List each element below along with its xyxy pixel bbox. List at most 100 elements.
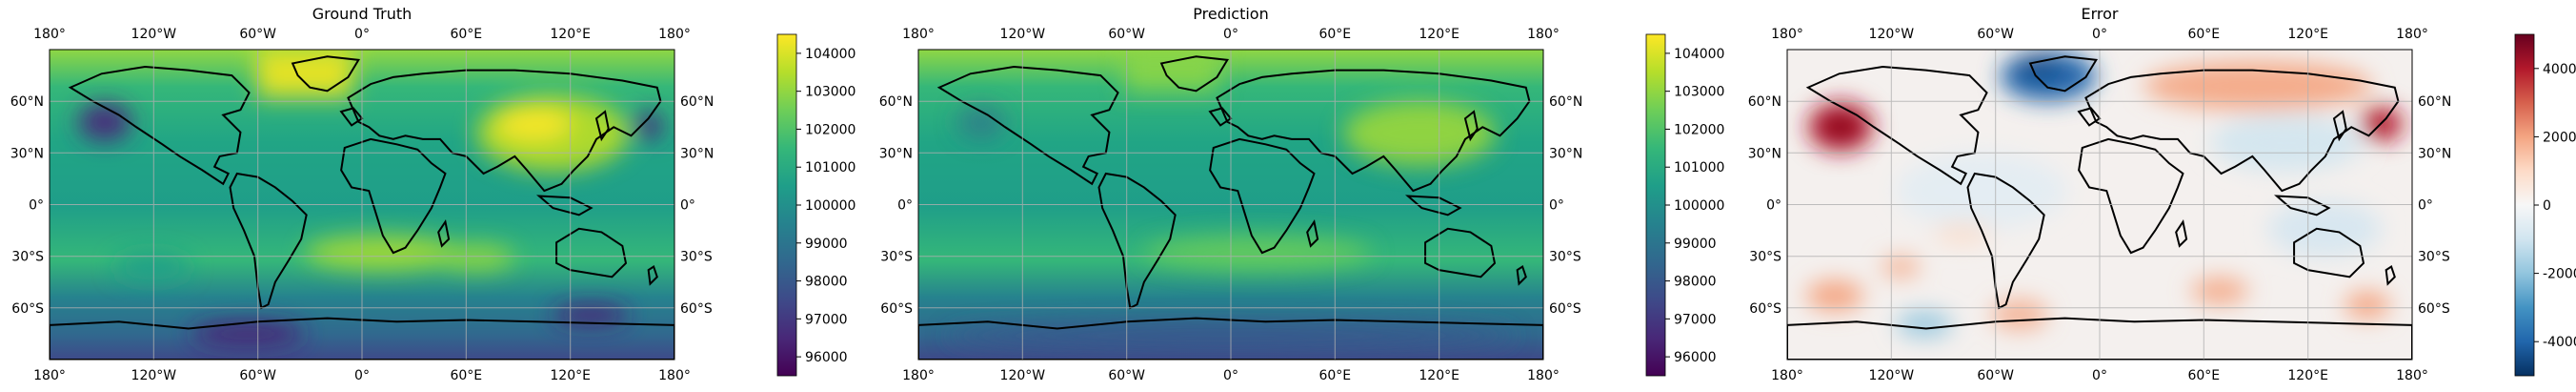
- lat-label: 30°S: [680, 250, 713, 265]
- panel-prediction: Prediction 180° 120°W 60°W: [879, 5, 1725, 383]
- lon-labels-top: 180° 120°W 60°W 0° 60°E 120°E 180°: [33, 27, 691, 42]
- lon-label: 120°E: [2287, 368, 2328, 383]
- lon-label: 180°: [33, 27, 66, 42]
- colorbar-tick-label: -4000: [2543, 335, 2576, 350]
- lon-label: 180°: [1771, 368, 1803, 383]
- lat-label: 30°S: [1549, 250, 1581, 265]
- lat-label: 0°: [29, 198, 44, 214]
- lat-label: 0°: [680, 198, 695, 214]
- lon-labels-bottom: 180° 120°W 60°W 0° 60°E 120°E 180°: [902, 368, 1560, 383]
- graticule: [50, 50, 674, 360]
- colorbar-tick-label: 99000: [1674, 237, 1717, 252]
- colorbar-tick-label: 100000: [805, 198, 855, 214]
- colorbar-tick-label: 98000: [805, 275, 848, 290]
- lat-label: 60°N: [680, 94, 714, 110]
- lon-label: 60°E: [1318, 27, 1351, 42]
- colorbar-tick-label: 98000: [1674, 275, 1717, 290]
- lon-label: 0°: [2092, 368, 2107, 383]
- lat-label: 60°S: [1549, 301, 1581, 317]
- colorbar-tick-label: 2000: [2543, 130, 2576, 145]
- lat-label: 30°S: [1749, 250, 1781, 265]
- panel-error: Error: [1748, 5, 2576, 383]
- lon-label: 0°: [354, 27, 370, 42]
- lat-labels-right: 60°N 30°N 0° 30°S 60°S: [2418, 94, 2451, 317]
- lat-label: 60°N: [1748, 94, 1781, 110]
- lat-label: 30°S: [880, 250, 913, 265]
- colorbar-tick-label: 104000: [1674, 47, 1724, 62]
- lon-label: 120°W: [1869, 368, 1915, 383]
- lat-label: 60°S: [880, 301, 913, 317]
- lat-label: 30°N: [1549, 146, 1582, 161]
- lon-label: 120°E: [550, 27, 591, 42]
- lon-label: 60°E: [2187, 368, 2220, 383]
- colorbar-tick-label: 101000: [1674, 160, 1724, 175]
- panel-title: Ground Truth: [312, 5, 413, 23]
- colorbar-tick-label: 99000: [805, 237, 848, 252]
- lon-label: 180°: [2396, 27, 2428, 42]
- lat-labels-right: 60°N 30°N 0° 30°S 60°S: [1549, 94, 1582, 317]
- map-field: [50, 50, 674, 360]
- lat-label: 60°S: [11, 301, 44, 317]
- lon-label: 0°: [2092, 27, 2107, 42]
- lat-label: 60°N: [10, 94, 44, 110]
- lat-label: 30°N: [2418, 146, 2451, 161]
- lon-label: 120°E: [550, 368, 591, 383]
- lat-label: 30°N: [680, 146, 714, 161]
- lat-label: 30°N: [10, 146, 44, 161]
- colorbar-tick-label: 103000: [1674, 85, 1724, 100]
- colorbar-tick-label: 101000: [805, 160, 855, 175]
- lat-label: 0°: [2418, 198, 2433, 214]
- colorbar-tick-label: 102000: [1674, 122, 1724, 137]
- lon-label: 180°: [658, 368, 691, 383]
- colorbar-tick-label: -2000: [2543, 267, 2576, 282]
- panel-title: Prediction: [1193, 5, 1268, 23]
- lon-labels-top: 180° 120°W 60°W 0° 60°E 120°E 180°: [1771, 27, 2428, 42]
- lon-label: 0°: [354, 368, 370, 383]
- lon-label: 120°W: [1869, 27, 1915, 42]
- colorbar-tick-label: 96000: [805, 350, 848, 365]
- lat-labels-right: 60°N 30°N 0° 30°S 60°S: [680, 94, 714, 317]
- graticule: [918, 50, 1543, 360]
- colorbar-tick-label: 0: [2543, 198, 2551, 214]
- colorbar: 104000 103000 102000 101000 100000 99000 98000…: [1645, 33, 1724, 377]
- lon-label: 180°: [1771, 27, 1803, 42]
- lat-label: 0°: [1766, 198, 1781, 214]
- lat-label: 30°N: [879, 146, 913, 161]
- lat-label: 60°S: [680, 301, 713, 317]
- lon-label: 60°W: [1108, 368, 1145, 383]
- lon-label: 60°W: [239, 368, 276, 383]
- lat-label: 30°N: [1748, 146, 1781, 161]
- lon-label: 180°: [902, 368, 935, 383]
- lon-label: 180°: [2396, 368, 2428, 383]
- colorbar-tick-label: 97000: [805, 312, 848, 327]
- lon-label: 120°W: [1000, 27, 1046, 42]
- lon-label: 60°W: [1977, 27, 2014, 42]
- lon-label: 0°: [1223, 27, 1238, 42]
- lon-label: 120°W: [1000, 368, 1046, 383]
- colorbar-tick-label: 96000: [1674, 350, 1717, 365]
- lon-label: 180°: [658, 27, 691, 42]
- colorbar-tick-label: 100000: [1674, 198, 1724, 214]
- colorbar-tick-label: 102000: [805, 122, 855, 137]
- lat-label: 30°S: [11, 250, 44, 265]
- lon-label: 180°: [902, 27, 935, 42]
- lon-label: 60°E: [2187, 27, 2220, 42]
- lon-label: 60°E: [450, 368, 482, 383]
- colorbar-tick-label: 104000: [805, 47, 855, 62]
- lon-label: 180°: [1527, 27, 1560, 42]
- lon-label: 120°W: [131, 27, 177, 42]
- lat-label: 60°N: [2418, 94, 2451, 110]
- colorbar: 4000 2000 0 -2000 -4000: [2514, 33, 2576, 377]
- lon-label: 60°W: [1108, 27, 1145, 42]
- lon-labels-bottom: 180° 120°W 60°W 0° 60°E 120°E 180°: [1771, 368, 2428, 383]
- panel-title: Error: [2082, 5, 2119, 23]
- lat-label: 30°S: [2418, 250, 2450, 265]
- lon-label: 60°W: [239, 27, 276, 42]
- lon-label: 0°: [1223, 368, 1238, 383]
- lat-label: 0°: [897, 198, 913, 214]
- lat-label: 0°: [1549, 198, 1564, 214]
- lat-label: 60°N: [879, 94, 913, 110]
- lon-labels-top: 180° 120°W 60°W 0° 60°E 120°E 180°: [902, 27, 1560, 42]
- colorbar: 104000 103000 102000 101000 100000 99000 98000…: [776, 33, 855, 377]
